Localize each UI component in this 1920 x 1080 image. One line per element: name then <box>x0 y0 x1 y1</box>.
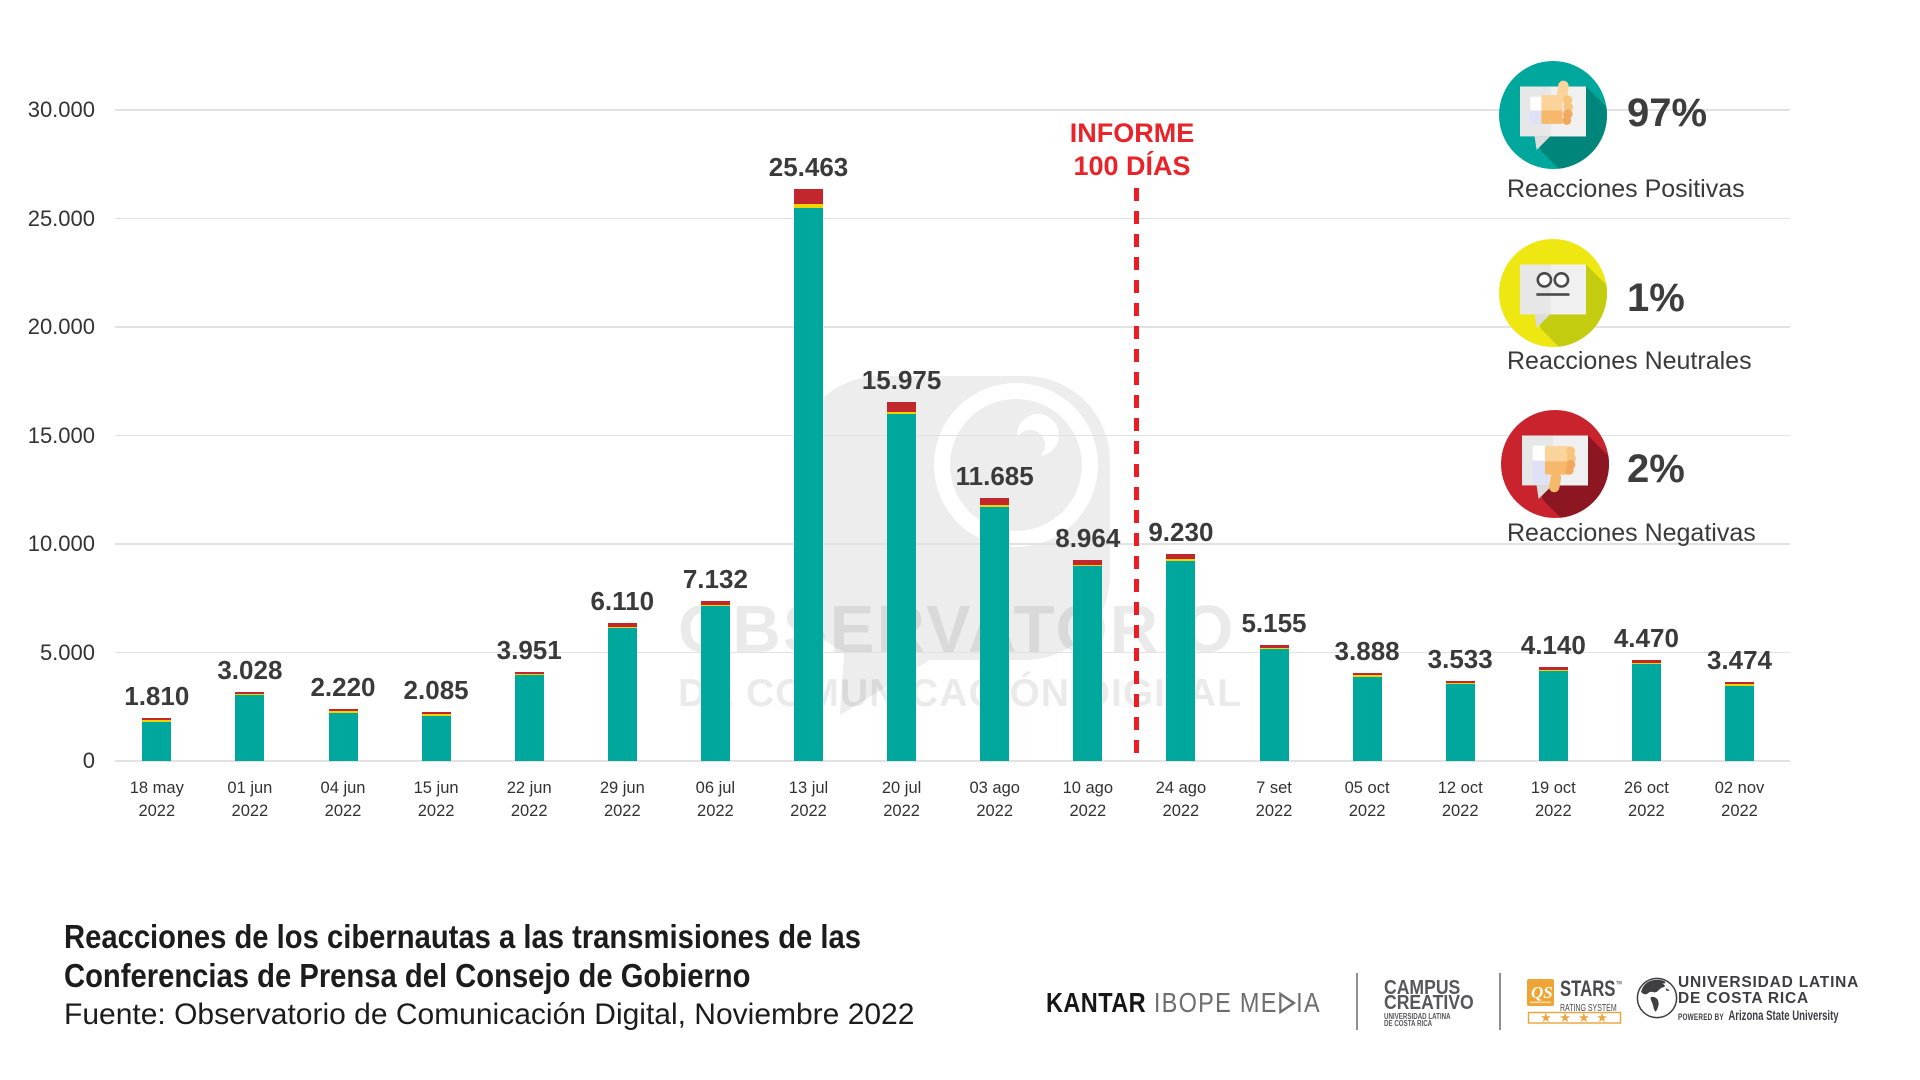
svg-text:DE COMUNICACIÓN DIGITAL: DE COMUNICACIÓN DIGITAL <box>678 671 1242 715</box>
svg-text:OBSERVATORIO: OBSERVATORIO <box>678 592 1236 667</box>
svg-text:QS: QS <box>1531 983 1553 1002</box>
